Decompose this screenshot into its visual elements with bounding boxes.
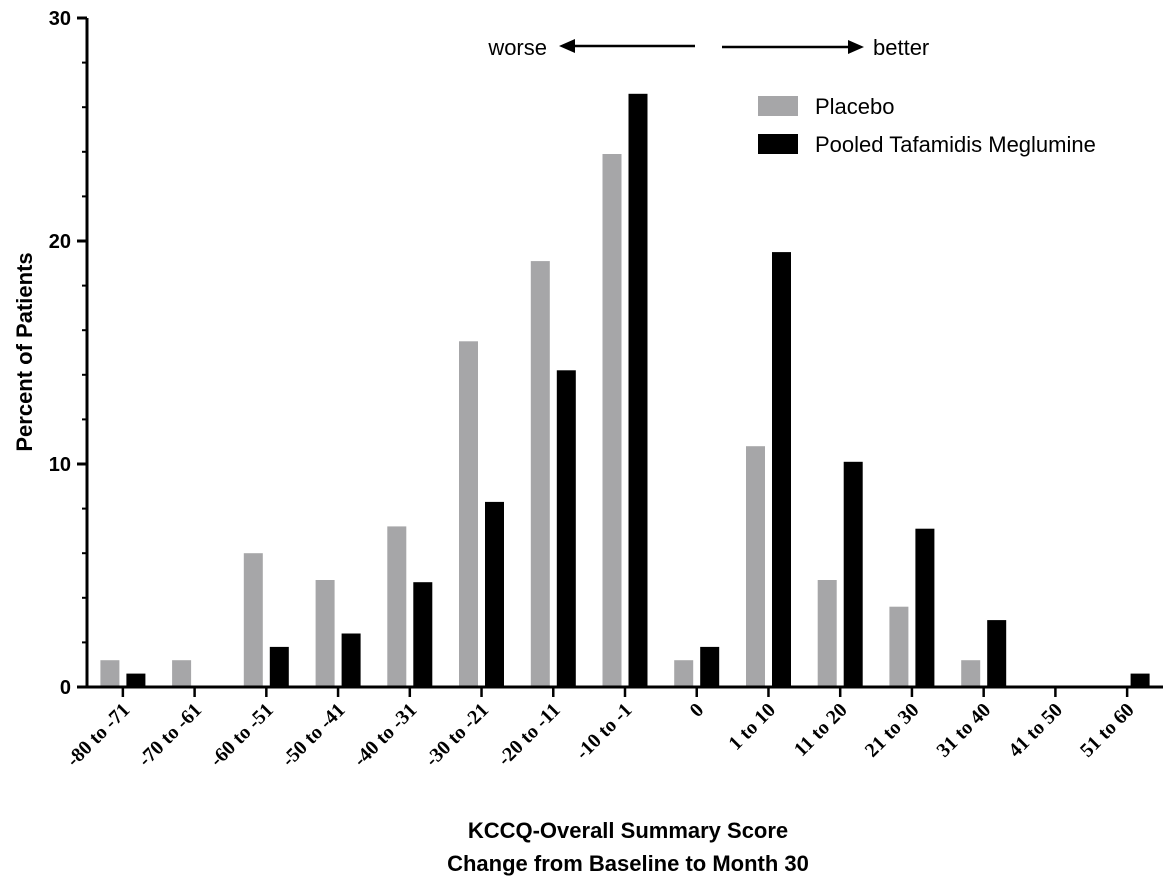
bar-placebo-10 bbox=[818, 580, 837, 687]
bar-tafamidis-10 bbox=[844, 462, 863, 687]
bar-placebo-6 bbox=[531, 261, 550, 687]
worse-label: worse bbox=[487, 35, 547, 60]
bar-placebo-7 bbox=[603, 154, 622, 687]
bar-tafamidis-7 bbox=[629, 94, 648, 687]
legend-label-tafamidis: Pooled Tafamidis Meglumine bbox=[815, 132, 1096, 157]
bar-placebo-8 bbox=[674, 660, 693, 687]
better-label: better bbox=[873, 35, 929, 60]
bar-tafamidis-2 bbox=[270, 647, 289, 687]
bar-placebo-4 bbox=[387, 526, 406, 687]
bar-placebo-5 bbox=[459, 341, 478, 687]
x-tick-label: -70 to -61 bbox=[134, 699, 206, 771]
x-axis-label-line-2: Change from Baseline to Month 30 bbox=[447, 851, 809, 876]
bar-placebo-2 bbox=[244, 553, 263, 687]
legend-swatch-placebo bbox=[758, 96, 798, 116]
legend: Placebo Pooled Tafamidis Meglumine bbox=[758, 94, 1096, 157]
bars-layer bbox=[100, 94, 1149, 687]
x-tick-label: -30 to -21 bbox=[421, 699, 493, 771]
bar-placebo-11 bbox=[889, 607, 908, 687]
x-tick-label: 11 to 20 bbox=[790, 699, 852, 761]
bar-tafamidis-6 bbox=[557, 370, 576, 687]
y-tick-label: 10 bbox=[49, 454, 71, 476]
legend-label-placebo: Placebo bbox=[815, 94, 895, 119]
bar-tafamidis-3 bbox=[342, 634, 361, 688]
x-tick-label: -80 to -71 bbox=[62, 699, 134, 771]
bar-tafamidis-11 bbox=[915, 529, 934, 687]
y-axis-label: Percent of Patients bbox=[12, 252, 37, 451]
bar-placebo-1 bbox=[172, 660, 191, 687]
y-tick-label: 20 bbox=[49, 231, 71, 253]
bar-tafamidis-12 bbox=[987, 620, 1006, 687]
bar-tafamidis-9 bbox=[772, 252, 791, 687]
x-tick-label: -40 to -31 bbox=[349, 699, 421, 771]
x-tick-label: -10 to -1 bbox=[571, 699, 636, 764]
better-arrow-head bbox=[848, 40, 864, 54]
bar-placebo-12 bbox=[961, 660, 980, 687]
direction-indicator: worse better bbox=[487, 35, 929, 60]
worse-arrow-head bbox=[559, 39, 575, 53]
x-tick-label: 41 to 50 bbox=[1004, 699, 1067, 762]
bar-tafamidis-8 bbox=[700, 647, 719, 687]
x-tick-label: 31 to 40 bbox=[933, 699, 996, 762]
y-tick-label: 30 bbox=[49, 8, 71, 30]
x-tick-label: 21 to 30 bbox=[861, 699, 924, 762]
x-axis-label-line-1: KCCQ-Overall Summary Score bbox=[468, 818, 788, 843]
bar-tafamidis-4 bbox=[413, 582, 432, 687]
bar-placebo-0 bbox=[100, 660, 119, 687]
bar-tafamidis-0 bbox=[126, 674, 145, 687]
x-tick-label: 1 to 10 bbox=[724, 699, 780, 755]
bar-tafamidis-14 bbox=[1131, 674, 1150, 687]
x-tick-label: -50 to -41 bbox=[277, 699, 349, 771]
x-tick-label: -60 to -51 bbox=[206, 699, 278, 771]
x-tick-label: 0 bbox=[686, 699, 709, 722]
bar-tafamidis-5 bbox=[485, 502, 504, 687]
y-tick-label: 0 bbox=[60, 677, 71, 699]
bar-placebo-3 bbox=[316, 580, 335, 687]
bar-placebo-9 bbox=[746, 446, 765, 687]
x-tick-label: -20 to -11 bbox=[493, 699, 564, 770]
x-tick-label: 51 to 60 bbox=[1076, 699, 1139, 762]
legend-swatch-tafamidis bbox=[758, 134, 798, 154]
